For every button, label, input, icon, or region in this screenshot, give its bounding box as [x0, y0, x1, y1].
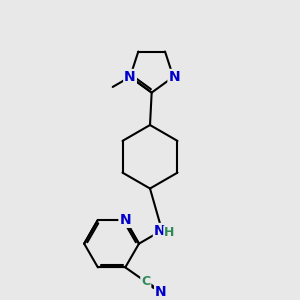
Text: N: N	[119, 213, 131, 227]
Text: N: N	[154, 224, 166, 238]
Text: H: H	[164, 226, 174, 239]
Text: N: N	[124, 70, 136, 84]
Text: N: N	[155, 285, 167, 299]
Text: C: C	[141, 275, 150, 288]
Text: N: N	[169, 70, 180, 84]
